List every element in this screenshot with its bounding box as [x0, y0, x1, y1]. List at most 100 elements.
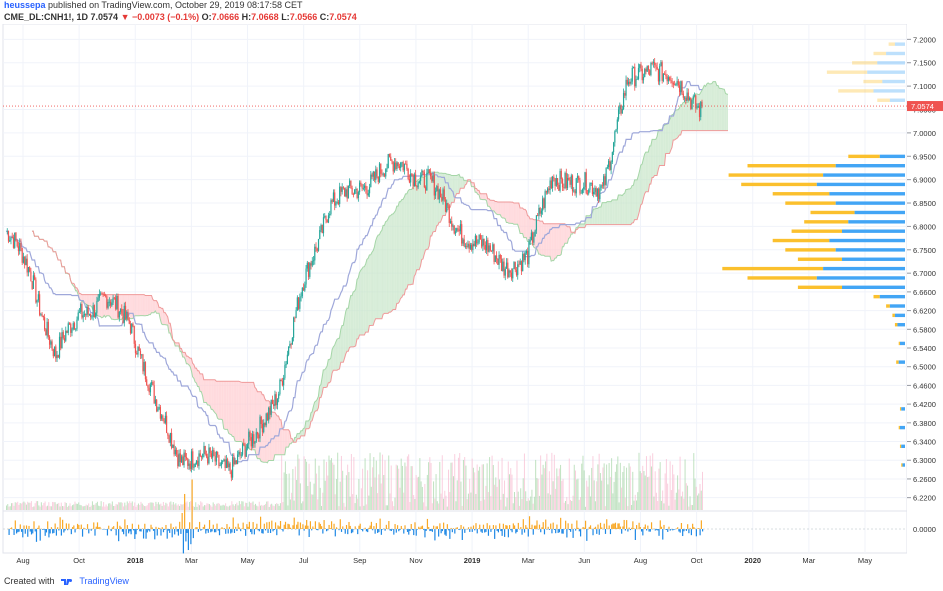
candle-body[interactable]	[205, 454, 208, 457]
candle-body[interactable]	[124, 305, 127, 319]
candle-body[interactable]	[604, 176, 606, 185]
candle-body[interactable]	[568, 177, 570, 180]
candle-body[interactable]	[391, 160, 393, 162]
candle-body[interactable]	[243, 443, 245, 445]
candle-body[interactable]	[398, 166, 401, 169]
candle-body[interactable]	[218, 454, 220, 466]
candle-body[interactable]	[7, 230, 10, 242]
candle-body[interactable]	[52, 349, 54, 357]
candle-body[interactable]	[152, 382, 154, 386]
candle-body[interactable]	[472, 243, 474, 250]
candle-body[interactable]	[349, 180, 351, 186]
candle-body[interactable]	[233, 457, 235, 465]
candle-body[interactable]	[154, 399, 157, 404]
candle-body[interactable]	[537, 215, 539, 217]
candle-body[interactable]	[25, 258, 27, 265]
candle-body[interactable]	[81, 304, 83, 318]
candle-body[interactable]	[228, 463, 230, 468]
candle-body[interactable]	[410, 173, 412, 183]
candle-body[interactable]	[153, 385, 155, 404]
candle-body[interactable]	[66, 330, 68, 333]
candle-body[interactable]	[289, 344, 291, 347]
candle-body[interactable]	[565, 173, 567, 189]
candle-body[interactable]	[390, 156, 392, 161]
candle-body[interactable]	[535, 215, 538, 231]
candle-body[interactable]	[656, 66, 658, 70]
candle-body[interactable]	[88, 314, 91, 315]
candle-body[interactable]	[72, 323, 74, 330]
candle-body[interactable]	[157, 408, 159, 412]
candle-body[interactable]	[180, 456, 183, 463]
candle-body[interactable]	[672, 83, 674, 85]
candle-body[interactable]	[178, 453, 180, 467]
candle-body[interactable]	[401, 162, 403, 164]
symbol-name[interactable]: CME_DL:CNH1!, 1D	[4, 12, 89, 22]
candle-body[interactable]	[442, 189, 444, 201]
candle-body[interactable]	[194, 463, 196, 468]
candle-body[interactable]	[304, 284, 306, 291]
candles[interactable]	[6, 58, 703, 482]
candle-body[interactable]	[128, 319, 130, 324]
candle-body[interactable]	[113, 297, 115, 299]
candle-body[interactable]	[149, 384, 152, 393]
candle-body[interactable]	[57, 355, 59, 358]
candle-body[interactable]	[241, 443, 244, 455]
candle-body[interactable]	[547, 188, 549, 193]
candle-body[interactable]	[264, 422, 266, 426]
candle-body[interactable]	[586, 193, 589, 195]
candle-body[interactable]	[315, 246, 317, 249]
candle-body[interactable]	[659, 66, 661, 82]
candle-body[interactable]	[258, 434, 260, 439]
candle-body[interactable]	[177, 454, 179, 467]
candle-body[interactable]	[92, 305, 94, 317]
candle-body[interactable]	[208, 447, 210, 464]
tradingview-link[interactable]: TradingView	[79, 576, 129, 586]
candle-body[interactable]	[642, 77, 645, 81]
candle-body[interactable]	[213, 449, 215, 456]
candle-body[interactable]	[486, 239, 488, 251]
candle-body[interactable]	[63, 338, 66, 341]
candle-body[interactable]	[185, 457, 188, 459]
candle-body[interactable]	[175, 449, 178, 455]
candle-body[interactable]	[12, 237, 15, 248]
candle-body[interactable]	[678, 85, 681, 92]
candle-body[interactable]	[83, 314, 86, 316]
candle-body[interactable]	[468, 243, 470, 249]
candle-body[interactable]	[268, 407, 270, 421]
candle-body[interactable]	[553, 176, 555, 179]
candle-body[interactable]	[103, 294, 105, 296]
candle-body[interactable]	[571, 175, 574, 192]
candle-body[interactable]	[215, 451, 218, 462]
candle-body[interactable]	[520, 261, 523, 272]
candle-body[interactable]	[453, 225, 455, 234]
candle-body[interactable]	[458, 229, 460, 232]
candle-body[interactable]	[677, 80, 679, 86]
candle-body[interactable]	[361, 184, 363, 189]
candle-body[interactable]	[200, 456, 203, 458]
candle-body[interactable]	[433, 175, 435, 196]
candle-body[interactable]	[71, 329, 73, 333]
candle-body[interactable]	[376, 169, 378, 177]
candle-body[interactable]	[87, 306, 89, 315]
candle-body[interactable]	[510, 272, 513, 279]
candle-body[interactable]	[373, 171, 376, 180]
candle-body[interactable]	[515, 269, 518, 276]
candle-body[interactable]	[260, 416, 262, 425]
candle-body[interactable]	[698, 105, 701, 118]
candle-body[interactable]	[405, 163, 407, 165]
candle-body[interactable]	[540, 210, 542, 214]
candle-body[interactable]	[164, 415, 166, 423]
candle-body[interactable]	[62, 332, 64, 339]
price-chart[interactable]: 7.20007.15007.10007.05007.00006.95006.90…	[0, 24, 943, 572]
candle-body[interactable]	[337, 201, 340, 204]
candle-body[interactable]	[147, 385, 149, 388]
candle-body[interactable]	[329, 213, 331, 216]
candle-body[interactable]	[294, 317, 296, 319]
candle-body[interactable]	[101, 293, 103, 295]
candle-body[interactable]	[441, 197, 443, 201]
candle-body[interactable]	[479, 234, 481, 240]
candle-body[interactable]	[687, 92, 689, 100]
candle-body[interactable]	[584, 172, 586, 187]
candle-body[interactable]	[85, 314, 87, 316]
candle-body[interactable]	[142, 354, 144, 372]
